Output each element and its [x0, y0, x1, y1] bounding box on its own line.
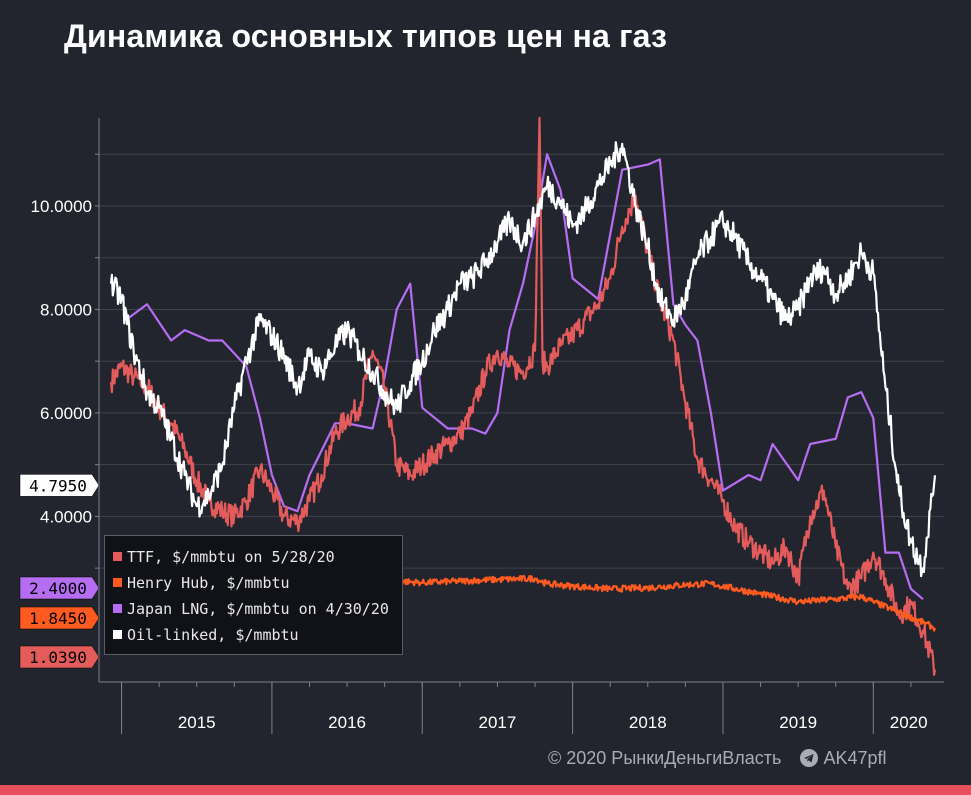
x-tick-label: 2019	[779, 713, 817, 732]
legend-label-ttf: TTF, $/mmbtu on 5/28/20	[127, 548, 335, 566]
chart-title: Динамика основных типов цен на газ	[64, 18, 668, 54]
badge-shape	[19, 606, 100, 630]
legend-swatch-oil-linked	[113, 630, 122, 639]
y-tick-label: 8.0000	[40, 300, 92, 319]
badge-value: 4.7950	[29, 476, 87, 495]
x-tick-label: 2015	[178, 713, 216, 732]
last-value-badge: 4.7950	[19, 474, 100, 497]
last-value-badge: 1.0390	[19, 645, 100, 669]
y-tick-label: 4.0000	[40, 507, 92, 526]
accent-bar	[0, 785, 971, 795]
last-value-badge: 1.8450	[19, 606, 100, 630]
legend-swatch-japan-lng	[113, 604, 122, 613]
badge-value: 2.4000	[29, 579, 87, 598]
last-value-badge: 2.4000	[19, 576, 100, 600]
x-tick-label: 2018	[629, 713, 667, 732]
badge-value: 1.0390	[29, 648, 87, 667]
badge-shape	[19, 474, 100, 497]
legend-item-oil-linked: Oil-linked, $/mmbtu	[113, 626, 299, 644]
footer: © 2020 РынкиДеньгиВласть AK47pfl	[548, 748, 886, 769]
legend: TTF, $/mmbtu on 5/28/20 Henry Hub, $/mmb…	[104, 535, 403, 655]
series-line-0	[109, 116, 937, 676]
legend-swatch-ttf	[113, 552, 122, 561]
legend-swatch-henry-hub	[113, 578, 122, 587]
y-tick-label: 6.0000	[40, 404, 92, 423]
legend-label-oil-linked: Oil-linked, $/mmbtu	[127, 626, 299, 644]
badge-shape	[19, 576, 100, 600]
last-value-badges: 4.7950 2.4000 1.8450 1.0390	[19, 474, 100, 669]
badge-shape	[19, 645, 100, 669]
legend-item-henry-hub: Henry Hub, $/mmbtu	[113, 574, 290, 592]
x-tick-label: 2020	[890, 713, 928, 732]
series-line-3	[109, 141, 937, 578]
badge-value: 1.8450	[29, 609, 87, 628]
legend-label-japan-lng: Japan LNG, $/mmbtu on 4/30/20	[127, 600, 389, 618]
channel-name[interactable]: AK47pfl	[823, 748, 887, 768]
copyright-text: © 2020 РынкиДеньгиВласть	[548, 748, 782, 768]
x-tick-label: 2017	[479, 713, 517, 732]
y-tick-label: 10.0000	[31, 197, 92, 216]
legend-label-henry-hub: Henry Hub, $/mmbtu	[127, 574, 290, 592]
axis-layer: 4.0000 6.0000 8.0000 10.0000 2015 2016 2017 201…	[31, 118, 944, 734]
x-tick-label: 2016	[328, 713, 366, 732]
legend-item-ttf: TTF, $/mmbtu on 5/28/20	[113, 548, 335, 566]
legend-item-japan-lng: Japan LNG, $/mmbtu on 4/30/20	[113, 600, 389, 618]
telegram-icon[interactable]	[800, 748, 819, 769]
